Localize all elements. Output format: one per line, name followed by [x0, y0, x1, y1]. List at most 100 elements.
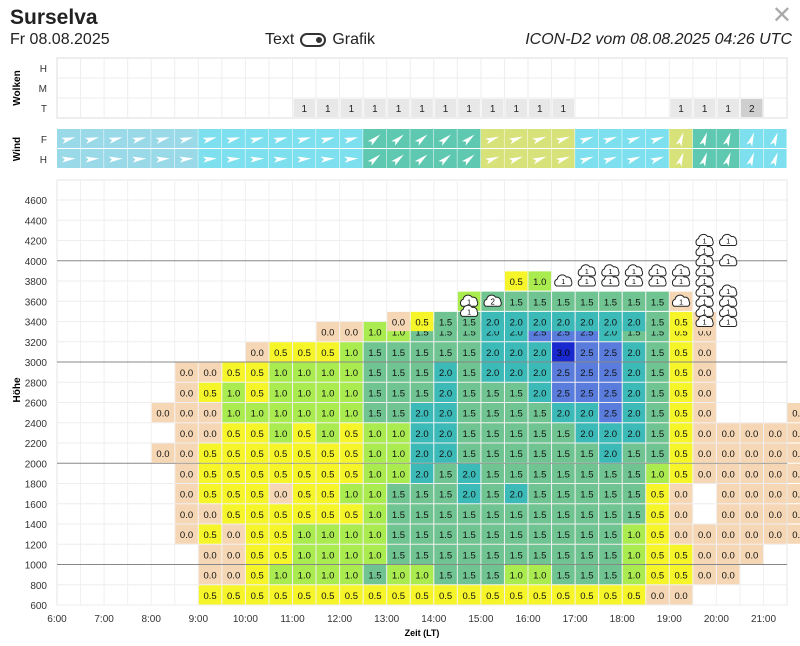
thermal-cell — [198, 524, 222, 544]
cloud-icon-value: 1 — [726, 299, 730, 306]
thermal-value: 0.5 — [203, 469, 216, 480]
thermal-value: 0.0 — [769, 530, 782, 541]
thermal-cell — [387, 544, 410, 564]
thermal-cell — [552, 585, 575, 605]
thermal-cell — [481, 382, 504, 402]
thermal-value: 0.5 — [651, 550, 664, 561]
thermal-cell — [575, 463, 599, 483]
thermal-value: 2.0 — [510, 348, 523, 359]
thermal-value: 1.5 — [463, 318, 476, 329]
thermal-cell — [410, 403, 434, 423]
thermal-cell — [198, 585, 222, 605]
thermal-value: 0.0 — [792, 429, 800, 440]
thermal-value: 0.5 — [510, 277, 523, 288]
thermal-value: 0.0 — [745, 530, 758, 541]
thermal-value: 1.0 — [627, 530, 640, 541]
thermal-cell — [316, 544, 340, 564]
thermal-value: 0.5 — [298, 591, 311, 602]
thermal-value: 1.0 — [627, 571, 640, 582]
wind-arrow-icon — [391, 154, 404, 166]
thermal-value: 1.5 — [439, 571, 452, 582]
thermal-cell — [528, 342, 552, 362]
thermal-value: 1.5 — [463, 388, 476, 399]
thermal-cell — [669, 463, 693, 483]
time-tick-label: 21:00 — [751, 614, 776, 625]
height-tick-label: 1400 — [25, 520, 48, 531]
thermal-cell — [552, 362, 575, 382]
time-tick-label: 10:00 — [233, 614, 258, 625]
thermal-cell — [504, 382, 528, 402]
thermal-cell — [528, 382, 552, 402]
thermal-value: 1.0 — [392, 449, 405, 460]
thermal-value: 0.5 — [604, 591, 617, 602]
cloud-icon — [695, 294, 714, 307]
thermal-value: 0.5 — [580, 591, 593, 602]
thermal-value: 0.0 — [180, 449, 193, 460]
thermal-cell — [269, 342, 292, 362]
thermal-value: 1.0 — [368, 449, 381, 460]
view-toggle[interactable]: Text Grafik — [265, 31, 375, 49]
thermal-cell — [316, 362, 340, 382]
thermal-value: 2.0 — [557, 318, 570, 329]
thermal-value: 1.0 — [368, 328, 381, 339]
thermal-value: 1.0 — [321, 429, 334, 440]
thermal-cell — [552, 484, 575, 504]
thermal-value: 1.5 — [651, 348, 664, 359]
thermal-cell — [669, 504, 693, 524]
cloud-icon-value: 1 — [703, 239, 707, 246]
thermal-cell — [646, 484, 669, 504]
wind-arrow-icon — [649, 156, 665, 165]
thermal-value: 1.0 — [392, 469, 405, 480]
thermal-value: 2.5 — [580, 348, 593, 359]
height-tick-label: 800 — [30, 581, 47, 592]
thermal-value: 1.5 — [651, 328, 664, 339]
wind-arrow-icon — [649, 136, 665, 145]
thermal-value: 2 — [490, 297, 495, 306]
thermal-value: 1.5 — [392, 530, 405, 541]
thermal-cell — [434, 311, 457, 332]
thermal-value: 0.5 — [203, 388, 216, 399]
thermal-value: 1.5 — [557, 510, 570, 521]
thermal-cell — [622, 291, 646, 311]
cloud-icon — [460, 294, 479, 307]
thermal-value: 1.0 — [274, 429, 287, 440]
thermal-value: 0.5 — [251, 571, 264, 582]
cloud-section-label: Wolken — [12, 70, 23, 105]
low-cloud-value: 1 — [513, 104, 519, 115]
thermal-cell — [764, 443, 787, 463]
thermal-cell — [552, 463, 575, 483]
thermal-value: 0.0 — [392, 318, 405, 329]
thermal-cell — [434, 544, 457, 564]
thermal-cell — [740, 524, 763, 544]
thermal-value: 0.0 — [698, 429, 711, 440]
thermal-cell — [716, 544, 740, 564]
thermal-value: 2.5 — [557, 388, 570, 399]
thermal-cell — [693, 544, 716, 564]
low-cloud-cell — [481, 99, 504, 117]
wind-arrow-icon — [579, 156, 594, 165]
cloud-icon — [719, 254, 738, 267]
height-axis-label: Höhe — [12, 377, 23, 402]
wind-arrow-icon — [155, 137, 170, 144]
thermal-cell — [457, 403, 481, 423]
thermal-value: 2.0 — [415, 449, 428, 460]
thermal-cell — [245, 463, 269, 483]
thermal-cell — [504, 443, 528, 463]
toggle-switch-icon[interactable] — [300, 33, 327, 47]
thermal-value: 0.5 — [345, 429, 358, 440]
close-icon[interactable]: ✕ — [771, 2, 792, 29]
thermal-cell — [669, 544, 693, 564]
thermal-cell — [198, 484, 222, 504]
forecast-date: Fr 08.08.2025 — [10, 31, 110, 48]
thermal-value: 1.5 — [415, 490, 428, 501]
wind-arrow-icon — [273, 137, 288, 144]
thermal-value: 0.5 — [345, 510, 358, 521]
thermal-value: 1.5 — [627, 328, 640, 339]
wind-arrow-icon — [508, 156, 523, 165]
thermal-cell — [646, 382, 669, 402]
thermal-cell — [528, 484, 552, 504]
height-tick-label: 1200 — [25, 540, 48, 551]
thermal-value: 1.5 — [510, 530, 523, 541]
thermal-cell — [528, 443, 552, 463]
wind-arrow-icon — [202, 137, 217, 144]
